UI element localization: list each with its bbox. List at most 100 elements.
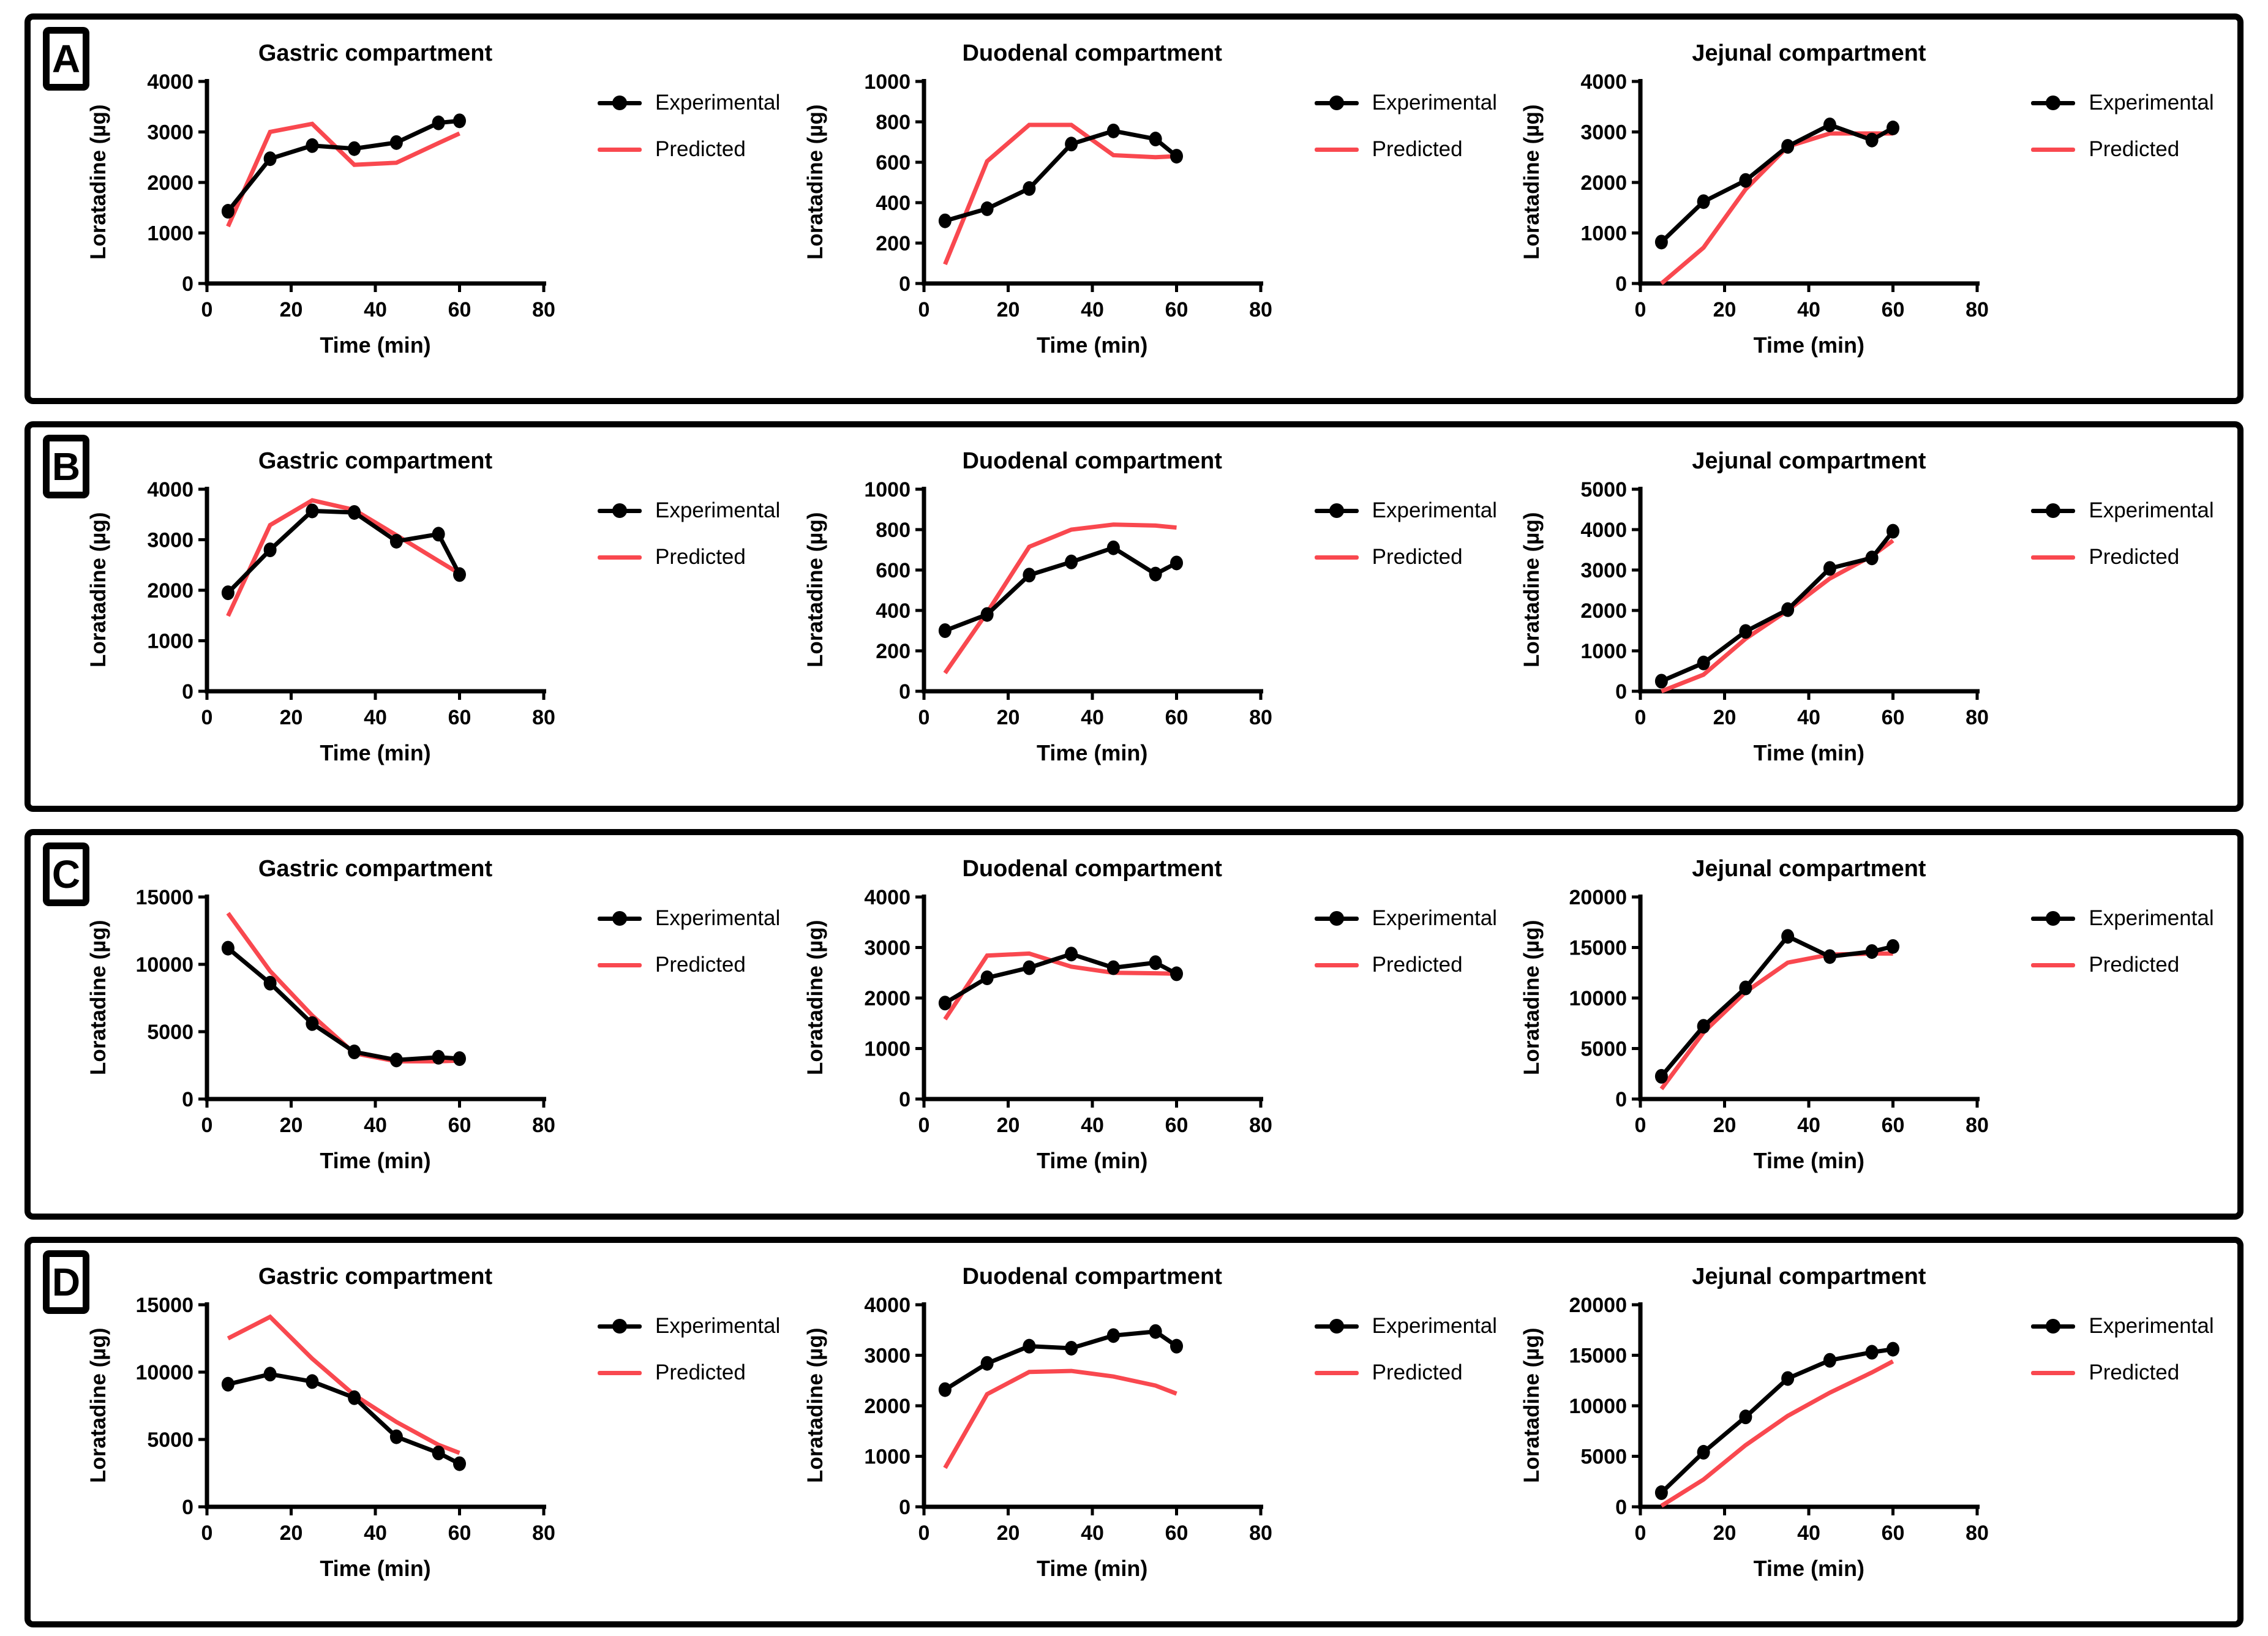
chart-title: Jejunal compartment — [1692, 448, 1926, 474]
predicted-line — [943, 1368, 1177, 1469]
legend: Experimental Predicted — [1310, 1245, 1512, 1621]
data-point-marker — [1823, 117, 1837, 132]
data-point-marker — [1697, 194, 1710, 209]
legend-line-icon — [2031, 962, 2076, 967]
y-tick-label: 2000 — [1581, 599, 1628, 623]
y-tick-label: 10000 — [135, 1361, 193, 1384]
x-tick-label: 80 — [532, 1522, 555, 1545]
legend-swatch-predicted-icon — [2031, 555, 2076, 560]
legend-item-predicted: Predicted — [2031, 953, 2228, 977]
y-axis-label: Loratadine (µg) — [1520, 1327, 1544, 1483]
chart-B-gastric: Loratadine (µg) Gastric compartment 0 1000 2… — [82, 430, 799, 806]
y-axis-label: Loratadine (µg) — [803, 1327, 827, 1483]
y-tick-label: 2000 — [1581, 171, 1628, 195]
data-point-marker — [1739, 624, 1752, 639]
y-tick-label: 4000 — [1581, 519, 1628, 542]
panel-letter-A: A — [51, 37, 81, 81]
x-tick-label: 80 — [1966, 1522, 1989, 1545]
legend-item-predicted: Predicted — [1314, 953, 1512, 977]
legend-swatch-predicted-icon — [2031, 962, 2076, 967]
y-tick-label: 1000 — [1581, 640, 1628, 663]
predicted-line — [943, 522, 1177, 675]
data-point-marker — [1170, 555, 1183, 571]
x-tick-label: 0 — [918, 298, 929, 321]
legend: Experimental Predicted — [593, 430, 795, 806]
x-tick-label: 60 — [448, 706, 471, 729]
x-tick-label: 40 — [1081, 1522, 1104, 1545]
data-point-marker — [1149, 1324, 1162, 1339]
charts-row-D: Loratadine (µg) Gastric compartment 0 5000 1… — [31, 1243, 2237, 1621]
y-tick-label: 10000 — [135, 953, 193, 977]
legend: Experimental Predicted — [593, 22, 795, 398]
data-point-marker — [453, 567, 466, 582]
x-axis-label: Time (min) — [1753, 740, 1865, 765]
legend-swatch-predicted-icon — [598, 962, 642, 967]
legend-swatch-experimental-icon — [598, 911, 642, 926]
plot-svg: 0 5000 10000 15000 0 20 40 60 80 — [135, 1294, 555, 1545]
plot-column: Gastric compartment 0 5000 10000 15000 0 20 40 6… — [115, 838, 593, 1214]
data-point-marker — [389, 533, 403, 549]
legend-swatch-experimental-icon — [1314, 96, 1359, 110]
y-tick-label: 20000 — [1569, 1294, 1628, 1317]
legend-item-predicted: Predicted — [2031, 137, 2228, 162]
x-tick-label: 60 — [1882, 298, 1905, 321]
x-tick-label: 80 — [1966, 298, 1989, 321]
data-point-marker — [263, 975, 277, 991]
y-tick-label: 400 — [876, 192, 911, 215]
plot-column: Jejunal compartment 0 1000 2000 3000 4000 0 20 4… — [1549, 22, 2026, 398]
y-tick-label: 800 — [876, 111, 911, 134]
data-point-marker — [221, 940, 235, 956]
data-point-marker — [938, 1382, 952, 1397]
legend-item-predicted: Predicted — [1314, 137, 1512, 162]
data-point-marker — [1023, 960, 1036, 975]
y-axis-label: Loratadine (µg) — [86, 104, 110, 260]
data-point-marker — [348, 1045, 361, 1059]
y-tick-label: 4000 — [864, 886, 911, 909]
legend-item-experimental: Experimental — [598, 498, 795, 523]
y-tick-label: 0 — [1615, 1088, 1627, 1111]
panel-A: A Loratadine (µg) Gastric compartment 0 100… — [24, 13, 2244, 404]
panel-letter-B: B — [51, 445, 81, 489]
legend-item-predicted: Predicted — [1314, 545, 1512, 569]
data-point-marker — [1170, 966, 1183, 981]
chart-title: Duodenal compartment — [962, 856, 1222, 882]
x-tick-label: 80 — [1249, 1114, 1272, 1137]
y-tick-label: 0 — [899, 272, 911, 296]
x-tick-label: 20 — [280, 706, 303, 729]
data-point-marker — [263, 542, 277, 557]
data-point-marker — [1149, 132, 1162, 147]
x-tick-label: 60 — [448, 298, 471, 321]
legend-swatch-predicted-icon — [2031, 147, 2076, 152]
experimental-line — [1661, 530, 1895, 683]
data-point-marker — [1106, 123, 1120, 138]
legend-item-predicted: Predicted — [598, 953, 795, 977]
legend-item-experimental: Experimental — [2031, 91, 2228, 115]
data-point-marker — [389, 1429, 403, 1444]
y-tick-label: 5000 — [147, 1428, 193, 1452]
predicted-line — [943, 951, 1177, 1021]
x-axis-label: Time (min) — [1753, 1556, 1865, 1581]
plot-svg: 0 1000 2000 3000 4000 0 20 40 60 80 — [864, 1294, 1272, 1545]
chart-B-duodenal: Loratadine (µg) Duodenal compartment 0 200 4… — [799, 430, 1516, 806]
axes — [1638, 79, 1980, 286]
x-tick-label: 0 — [918, 706, 929, 729]
data-point-marker — [1823, 1353, 1837, 1368]
y-tick-label: 0 — [1615, 680, 1627, 704]
y-tick-label: 600 — [876, 559, 911, 582]
chart-D-gastric: Loratadine (µg) Gastric compartment 0 5000 1… — [82, 1245, 799, 1621]
x-tick-label: 40 — [1797, 298, 1820, 321]
legend-item-experimental: Experimental — [1314, 498, 1512, 523]
legend-item-experimental: Experimental — [598, 906, 795, 931]
x-axis-label: Time (min) — [1753, 1148, 1865, 1173]
data-point-marker — [263, 1367, 277, 1382]
y-tick-label: 3000 — [147, 529, 193, 552]
legend-item-experimental: Experimental — [1314, 91, 1512, 115]
x-axis-label: Time (min) — [320, 332, 431, 358]
data-point-marker — [938, 996, 952, 1011]
data-point-marker — [1023, 181, 1036, 196]
legend-label: Predicted — [1372, 545, 1463, 569]
predicted-line — [226, 912, 460, 1064]
data-point-marker — [938, 213, 952, 228]
data-point-marker — [1064, 137, 1078, 152]
experimental-line — [944, 545, 1177, 633]
